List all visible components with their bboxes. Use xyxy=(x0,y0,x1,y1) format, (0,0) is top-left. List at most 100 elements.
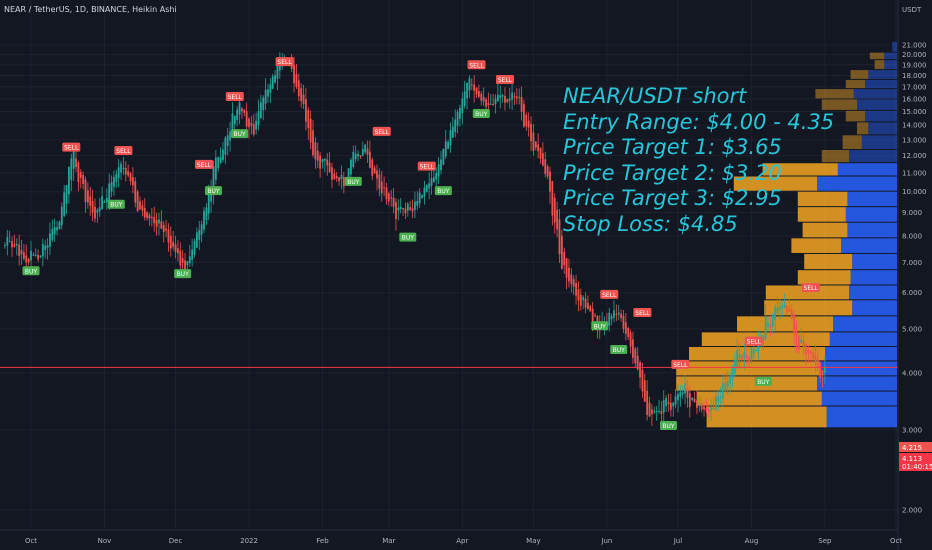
signal-text: BUY xyxy=(233,131,246,138)
candle-body xyxy=(755,350,758,352)
candle-body xyxy=(430,178,433,186)
candle-body xyxy=(442,148,445,165)
volume-profile-up-bar xyxy=(847,191,897,207)
candle-body xyxy=(518,96,521,98)
candle-body xyxy=(18,244,21,257)
sell-signal-label: SELL xyxy=(671,359,690,369)
candle-body xyxy=(39,255,42,258)
sell-signal-label: SELL xyxy=(225,92,244,102)
candle-body xyxy=(672,402,675,407)
candle-body xyxy=(195,232,198,248)
y-tick-label: 2.000 xyxy=(902,507,922,515)
candle-body xyxy=(515,96,518,99)
y-tick-label: 6.000 xyxy=(902,289,922,297)
candle-body xyxy=(316,150,319,161)
candle-body xyxy=(259,102,262,118)
buy-signal-label: BUY xyxy=(22,266,40,276)
candle-body xyxy=(793,313,795,335)
candle-body xyxy=(323,158,326,161)
candle-body xyxy=(354,153,357,160)
buy-signal-label: BUY xyxy=(591,321,609,331)
signal-box xyxy=(610,345,628,355)
volume-profile-down-bar xyxy=(676,376,817,391)
sell-signal-label: SELL xyxy=(417,161,436,171)
candle-body xyxy=(440,159,442,171)
candle-body xyxy=(425,184,428,192)
candle-body xyxy=(423,187,426,197)
volume-profile-up-bar xyxy=(857,99,897,110)
candle-body xyxy=(731,367,734,380)
candle-body xyxy=(482,97,485,102)
candle-body xyxy=(20,250,23,255)
candle-body xyxy=(390,197,393,199)
signal-text: SELL xyxy=(197,162,212,169)
volume-profile-down-bar xyxy=(676,361,821,376)
candle-body xyxy=(115,174,118,182)
candle-body xyxy=(700,403,703,410)
sell-signal-label: SELL xyxy=(744,336,763,346)
candle-body xyxy=(639,362,641,378)
signal-box xyxy=(671,359,690,369)
candle-body xyxy=(627,328,630,338)
candle-body xyxy=(141,205,144,211)
candle-body xyxy=(30,250,32,261)
volume-profile-down-bar xyxy=(762,163,838,176)
signal-text: BUY xyxy=(475,111,488,118)
candle-body xyxy=(489,103,492,105)
candle-body xyxy=(722,383,724,399)
candle-body xyxy=(53,226,56,235)
candle-body xyxy=(411,208,414,212)
candle-body xyxy=(49,233,51,247)
signal-text: BUY xyxy=(110,202,123,209)
annotation-line: Price Target 3: $2.95 xyxy=(563,186,782,210)
volume-profile xyxy=(676,42,897,428)
candle-body xyxy=(248,118,250,128)
y-tick-label: 21.000 xyxy=(902,42,927,50)
signal-text: SELL xyxy=(116,148,131,155)
candle-body xyxy=(577,289,580,301)
candle-body xyxy=(648,402,651,417)
sell-signal-label: SELL xyxy=(62,142,81,152)
volume-profile-up-bar xyxy=(833,316,897,332)
signal-box xyxy=(801,283,820,293)
signal-box xyxy=(107,199,125,209)
candle-body xyxy=(641,369,644,392)
candle-body xyxy=(37,255,40,260)
candle-body xyxy=(110,181,113,192)
candle-body xyxy=(800,339,803,343)
signal-text: SELL xyxy=(602,292,617,299)
candle-body xyxy=(108,183,111,201)
sell-signal-label: SELL xyxy=(600,289,619,299)
candle-body xyxy=(615,313,618,316)
candle-body xyxy=(191,249,194,260)
candle-body xyxy=(222,149,224,160)
candle-body xyxy=(153,216,156,224)
candle-body xyxy=(224,137,227,155)
candle-body xyxy=(402,208,404,210)
candle-body xyxy=(769,324,772,329)
candle-body xyxy=(404,208,407,214)
volume-profile-up-bar xyxy=(850,270,897,285)
candle-body xyxy=(587,303,589,309)
candle-body xyxy=(350,159,352,175)
candle-body xyxy=(392,197,395,207)
candle-body xyxy=(658,411,660,413)
symbol-header: NEAR / TetherUS, 1D, BINANCE, Heikin Ash… xyxy=(4,5,177,14)
candle-body xyxy=(717,396,720,403)
buy-signal-label: BUY xyxy=(204,186,222,196)
candle-body xyxy=(120,163,122,173)
candle-body xyxy=(361,149,364,156)
candle-body xyxy=(264,89,267,104)
candle-body xyxy=(172,241,175,247)
candle-body xyxy=(4,245,6,247)
signal-box xyxy=(62,142,81,152)
signal-box xyxy=(434,186,452,196)
candle-body xyxy=(738,354,741,359)
candle-body xyxy=(688,392,691,408)
candle-body xyxy=(188,256,191,264)
signal-box xyxy=(225,92,244,102)
candle-body xyxy=(46,245,49,248)
volume-profile-up-bar xyxy=(821,391,897,406)
